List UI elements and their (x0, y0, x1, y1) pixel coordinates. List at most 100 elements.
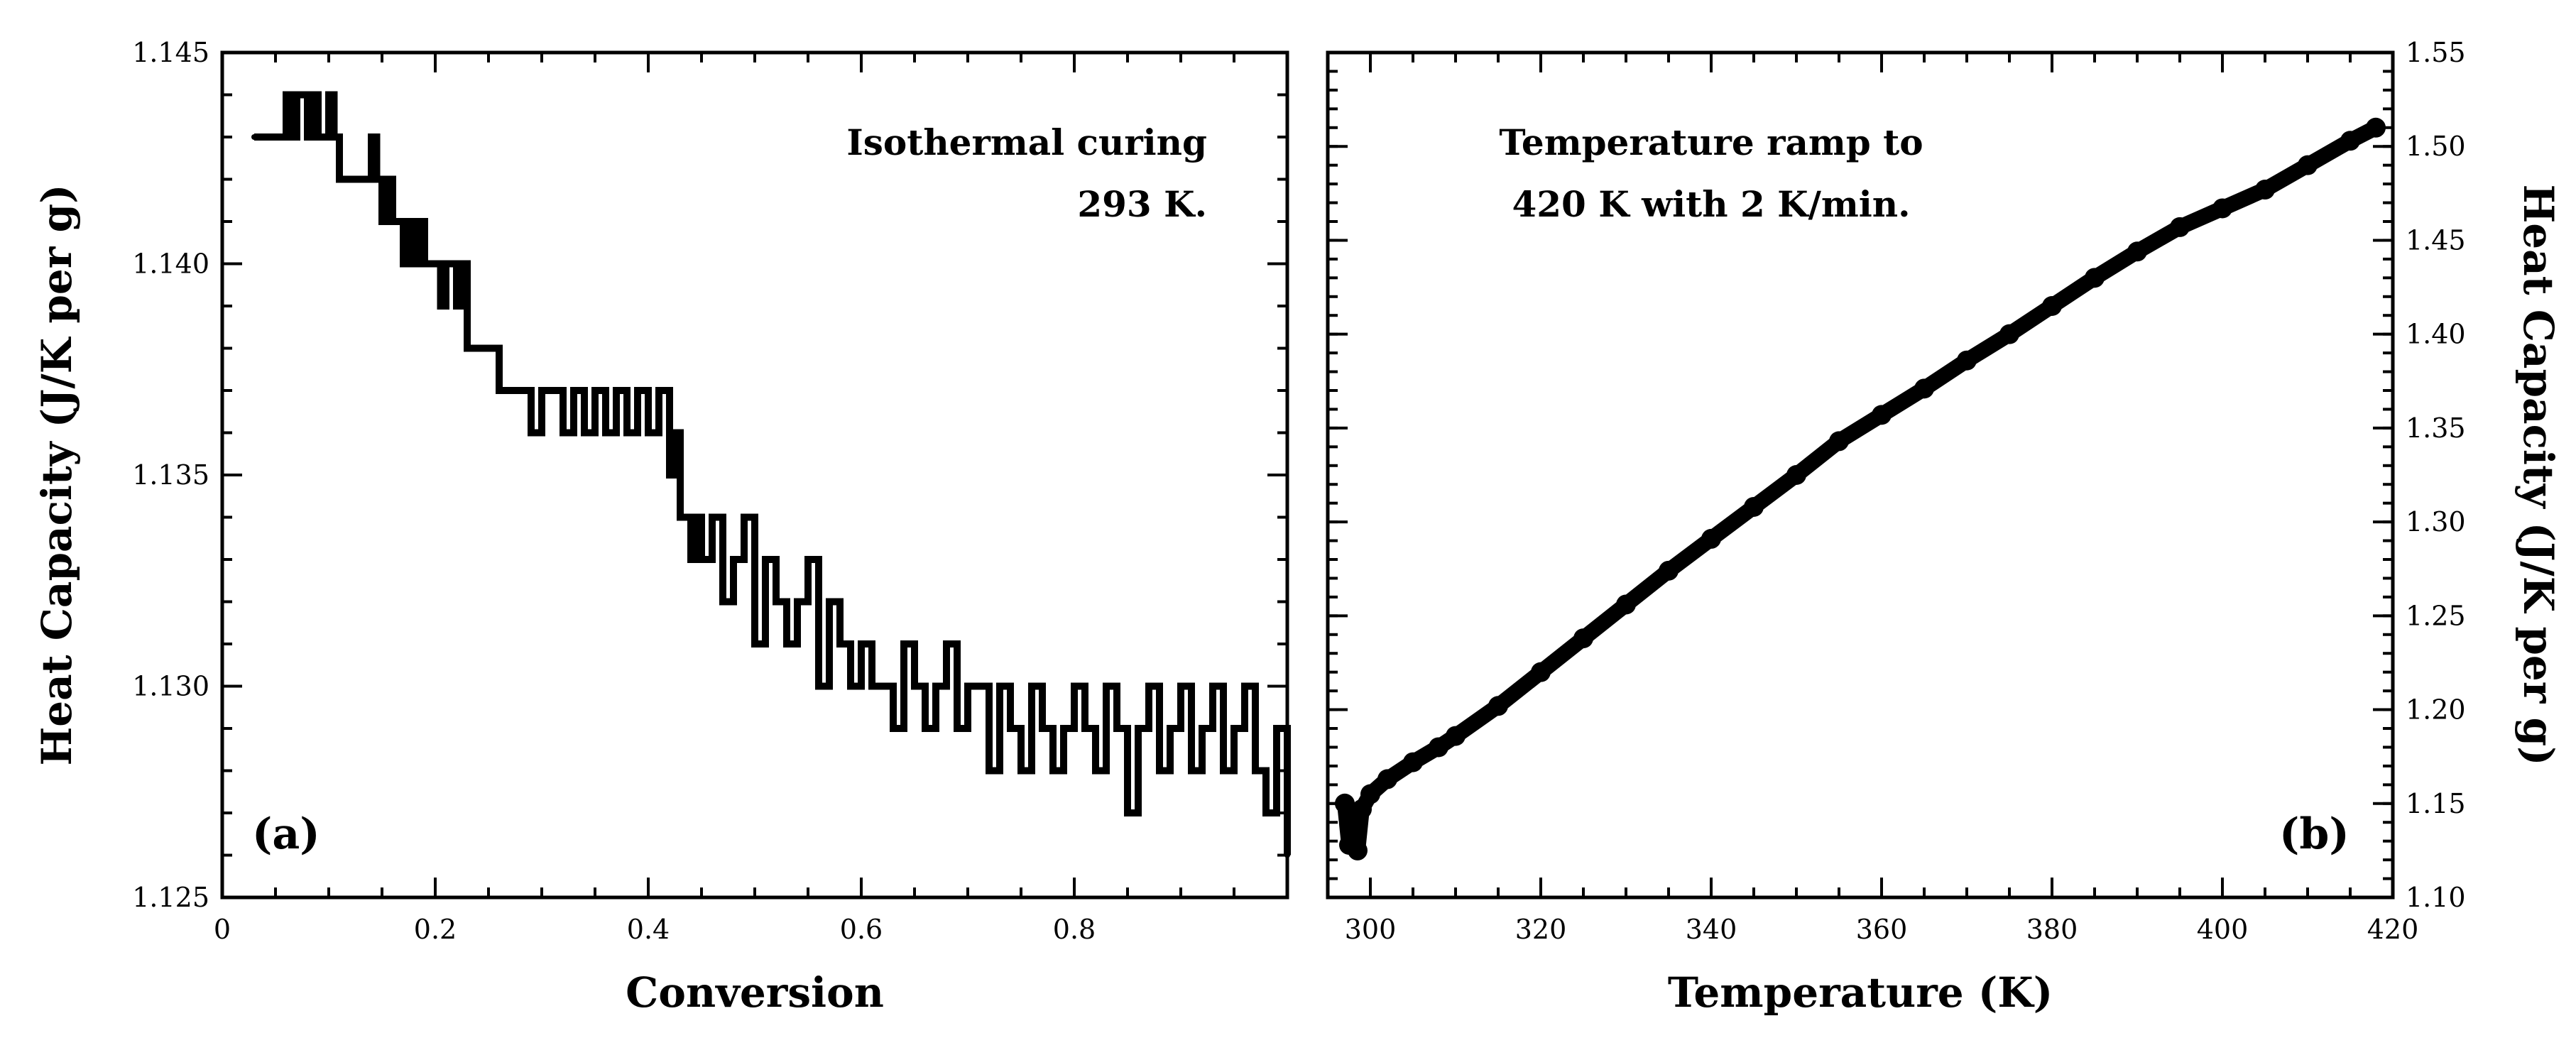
panel-b-data-point (2212, 198, 2232, 219)
panel-a-data-point (720, 599, 726, 605)
panel-a-data-point (656, 388, 662, 393)
panel-a-data-point (933, 683, 939, 689)
panel-b-y-tick-label: 1.30 (2406, 506, 2466, 537)
panel-a-data-point (560, 430, 566, 436)
panel-a-data-point (1146, 683, 1152, 689)
panel-a-data-point (288, 134, 295, 140)
panel-a-data-point (592, 388, 598, 393)
panel-b-data-point (1360, 784, 1380, 804)
panel-a-heat-capacity-vs-conversion: 0 0.2 0.4 0.6 0.8 1.125 1.130 1.135 1.140 1.145 C… (33, 37, 1291, 1017)
panel-a-data-point (901, 641, 907, 647)
panel-b-series-band (1337, 119, 2384, 858)
panel-a-data-point (432, 261, 438, 267)
panel-b-annotation-line2: 420 K with 2 K/min. (1512, 183, 1910, 225)
panel-b-data-point (1701, 528, 1721, 549)
panel-a-data-point (337, 176, 342, 182)
panel-b-data-point (2042, 296, 2062, 316)
panel-a-data-point (880, 683, 885, 689)
panel-a-label: (a) (252, 809, 320, 859)
panel-b-x-tick-label: 380 (2026, 914, 2078, 945)
panel-a-plot-area (251, 91, 1291, 858)
panel-a-data-point (1135, 726, 1141, 731)
panel-b-data-point (2366, 117, 2386, 138)
panel-b-plot-area (1335, 117, 2386, 861)
panel-b-data-point (1659, 560, 1679, 581)
panel-a-data-point (613, 388, 619, 393)
panel-a-data-point (1210, 683, 1216, 689)
panel-a-data-point (890, 726, 896, 731)
panel-a-data-point (731, 557, 736, 562)
panel-a-x-tick-label: 0.2 (414, 914, 457, 945)
panel-a-data-point (1018, 767, 1024, 774)
panel-a-data-point (763, 557, 768, 562)
panel-a-y-tick-label: 1.145 (132, 37, 209, 68)
panel-b-y-tick-label: 1.25 (2406, 600, 2466, 631)
panel-a-data-point (603, 430, 608, 436)
panel-a-data-point (454, 303, 459, 309)
panel-b-y-tick-label: 1.15 (2406, 788, 2466, 819)
panel-a-frame (220, 50, 1289, 900)
panel-a-data-point (550, 388, 555, 393)
panel-b-y-tick-label: 1.55 (2406, 37, 2466, 68)
panel-b-data-point (1573, 628, 1593, 649)
panel-a-data-point (1178, 683, 1184, 689)
panel-a-data-point (416, 219, 422, 224)
panel-a-data-point (1071, 683, 1077, 689)
panel-a-data-point (1252, 767, 1258, 774)
panel-a-data-point (310, 92, 316, 98)
panel-b-x-tick-label: 340 (1686, 914, 1737, 945)
panel-a-data-point (369, 134, 374, 140)
panel-a-y-tick-label: 1.135 (132, 459, 209, 491)
panel-a-data-point (1263, 810, 1269, 816)
panel-a-data-point (486, 345, 491, 351)
panel-a-data-point (283, 92, 289, 98)
panel-a-data-point (677, 514, 683, 520)
panel-b-x-tick-label: 420 (2367, 914, 2419, 945)
panel-b-data-point (1744, 496, 1764, 517)
panel-b-x-axis-title: Temperature (K) (1668, 968, 2053, 1017)
panel-a-data-point (944, 641, 949, 647)
panel-b-data-point (2255, 180, 2275, 200)
panel-a-data-point (1050, 767, 1056, 774)
panel-a-data-point (305, 134, 310, 140)
panel-a-data-point (784, 641, 790, 647)
panel-b-y-tick-label: 1.50 (2406, 131, 2466, 162)
panel-a-data-point (976, 683, 981, 689)
panel-a-data-point (1082, 726, 1088, 731)
panel-b-x-tick-label: 360 (1856, 914, 1908, 945)
panel-a-data-point (709, 514, 715, 520)
panel-a-data-point (826, 599, 832, 605)
panel-a-data-point (1103, 683, 1109, 689)
panel-a-x-tick-label: 0 (214, 914, 231, 945)
panel-a-data-point (741, 514, 747, 520)
panel-b-data-point (2170, 217, 2190, 237)
panel-b-data-point (1999, 324, 2019, 344)
panel-a-data-point (672, 430, 678, 436)
panel-a-data-point (496, 388, 502, 393)
panel-a-y-tick-label: 1.125 (132, 882, 209, 913)
panel-b-data-point (1531, 662, 1551, 682)
panel-b-data-point (2085, 268, 2105, 288)
panel-a-data-point (635, 388, 640, 393)
panel-a-data-point (379, 219, 385, 224)
panel-a-data-point (1242, 683, 1248, 689)
panel-a-data-point (539, 388, 545, 393)
panel-a-data-point (251, 134, 257, 140)
panel-a-data-point (1093, 767, 1098, 774)
panel-b-data-point (2127, 241, 2147, 262)
panel-a-data-point (571, 388, 577, 393)
panel-a-data-point (507, 388, 513, 393)
panel-a-data-point (922, 726, 928, 731)
panel-a-data-point (1029, 683, 1035, 689)
panel-a-data-point (667, 472, 672, 478)
panel-b-data-point (1429, 737, 1448, 758)
panel-a-data-point (1125, 810, 1130, 816)
panel-b-data-point (1616, 594, 1636, 615)
panel-a-data-point (582, 430, 587, 436)
panel-a-data-point (528, 430, 534, 436)
panel-a-data-point (347, 176, 353, 182)
panel-b-y-tick-label: 1.40 (2406, 319, 2466, 350)
panel-b-data-point (1488, 696, 1508, 716)
panel-a-data-point (954, 726, 960, 731)
panel-b-x-tick-label: 400 (2197, 914, 2249, 945)
